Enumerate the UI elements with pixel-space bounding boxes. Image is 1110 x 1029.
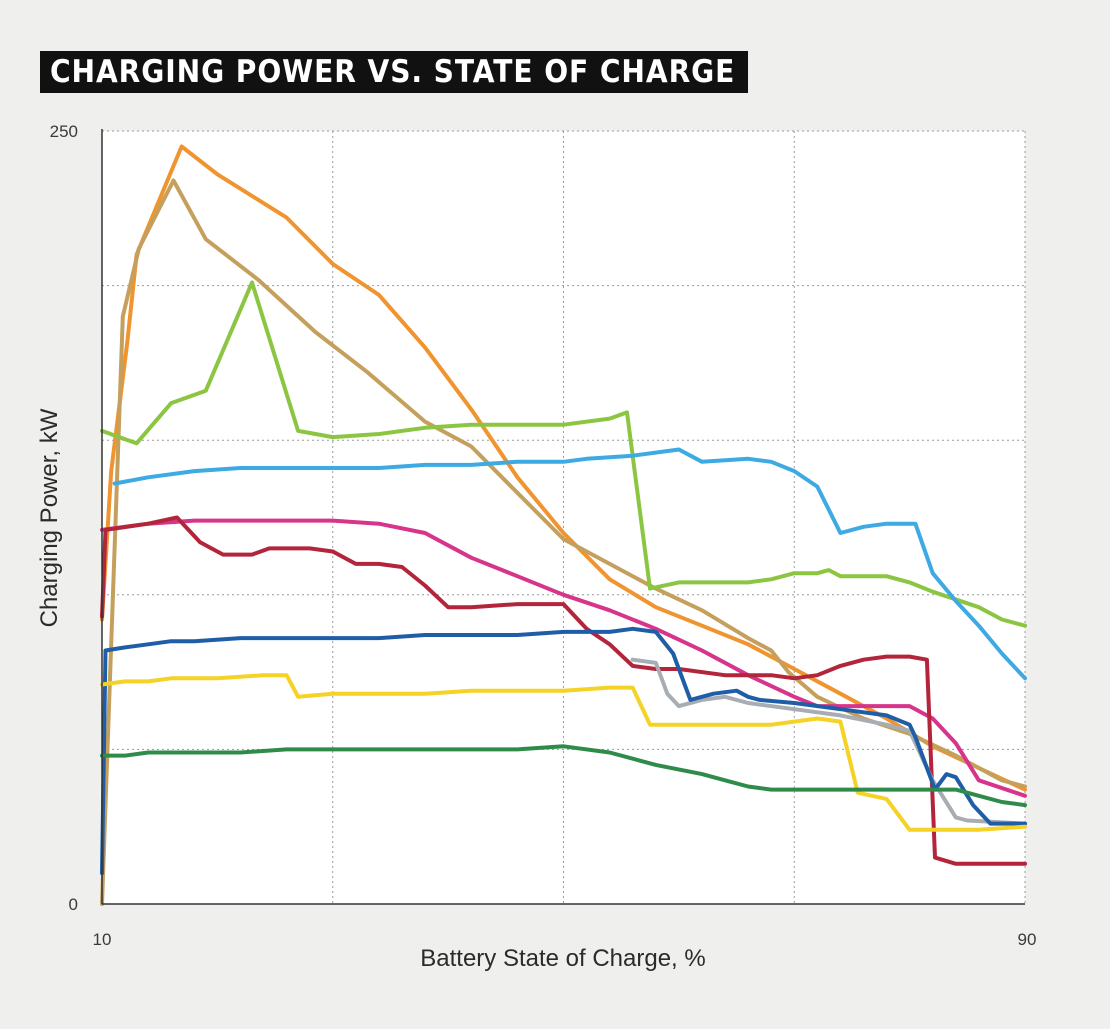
series-line-1 (100, 144, 1027, 792)
series-line-4 (112, 447, 1027, 681)
series-line-5 (100, 518, 1027, 798)
x-tick-label: 90 (1018, 930, 1037, 949)
chart-title: CHARGING POWER VS. STATE OF CHARGE (40, 51, 748, 93)
y-tick-label: 250 (50, 122, 78, 141)
tick-labels: 0 250 10 90 (50, 122, 1037, 949)
series-lines (100, 144, 1027, 906)
series-line-7 (630, 657, 1027, 826)
y-axis-label: Charging Power, kW (36, 408, 63, 627)
series-line-6 (100, 515, 1027, 866)
series-line-9 (100, 673, 1027, 832)
axes (101, 129, 1025, 905)
series-line-10 (100, 744, 1027, 808)
x-tick-label: 10 (93, 930, 112, 949)
series-line-3 (100, 280, 1027, 628)
y-tick-label: 0 (69, 895, 78, 914)
series-line-8 (100, 626, 1027, 876)
x-axis-label: Battery State of Charge, % (420, 945, 705, 972)
